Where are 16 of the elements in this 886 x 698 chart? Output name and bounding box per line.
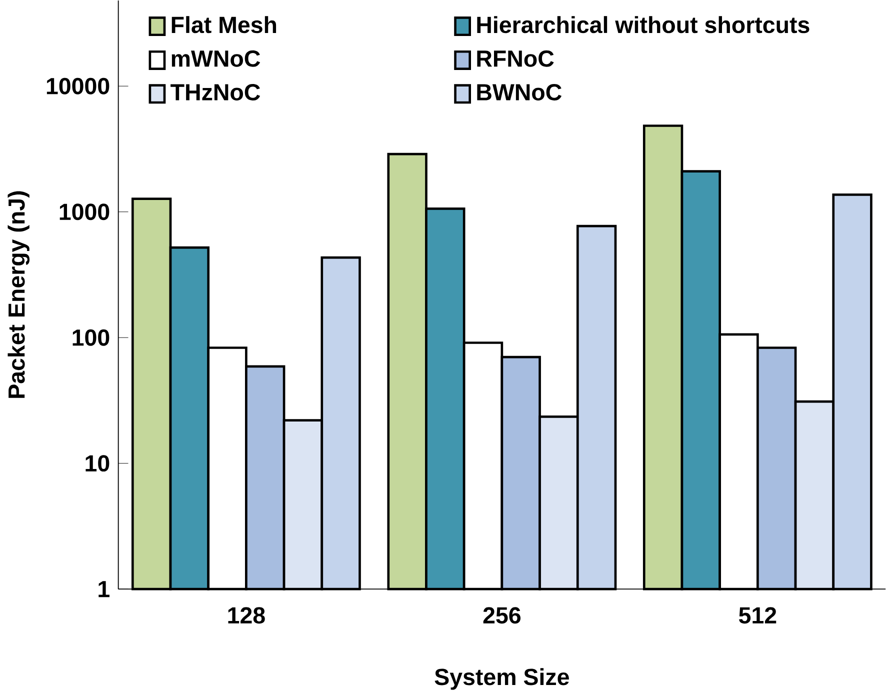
y-tick-label: 10	[86, 455, 110, 472]
x-tick-label: 512	[739, 607, 776, 624]
legend-label: Hierarchical without shortcuts	[477, 16, 810, 34]
legend-label: Flat Mesh	[172, 16, 276, 34]
legend-label: THzNoC	[170, 84, 260, 101]
legend-label: mWNoC	[172, 50, 260, 68]
x-tick-label: 256	[483, 607, 520, 624]
y-tick-label: 100	[72, 330, 110, 346]
y-tick-label: 1	[98, 581, 110, 598]
legend-label: RFNoC	[477, 50, 554, 68]
x-tick-label: 128	[228, 607, 265, 624]
y-axis-title: Packet Energy (nJ)	[8, 192, 30, 398]
legend-label: BWNoC	[477, 84, 562, 101]
y-tick-label: 10000	[46, 78, 110, 95]
x-axis-title: System Size	[434, 668, 569, 690]
y-tick-label: 1000	[60, 204, 110, 220]
